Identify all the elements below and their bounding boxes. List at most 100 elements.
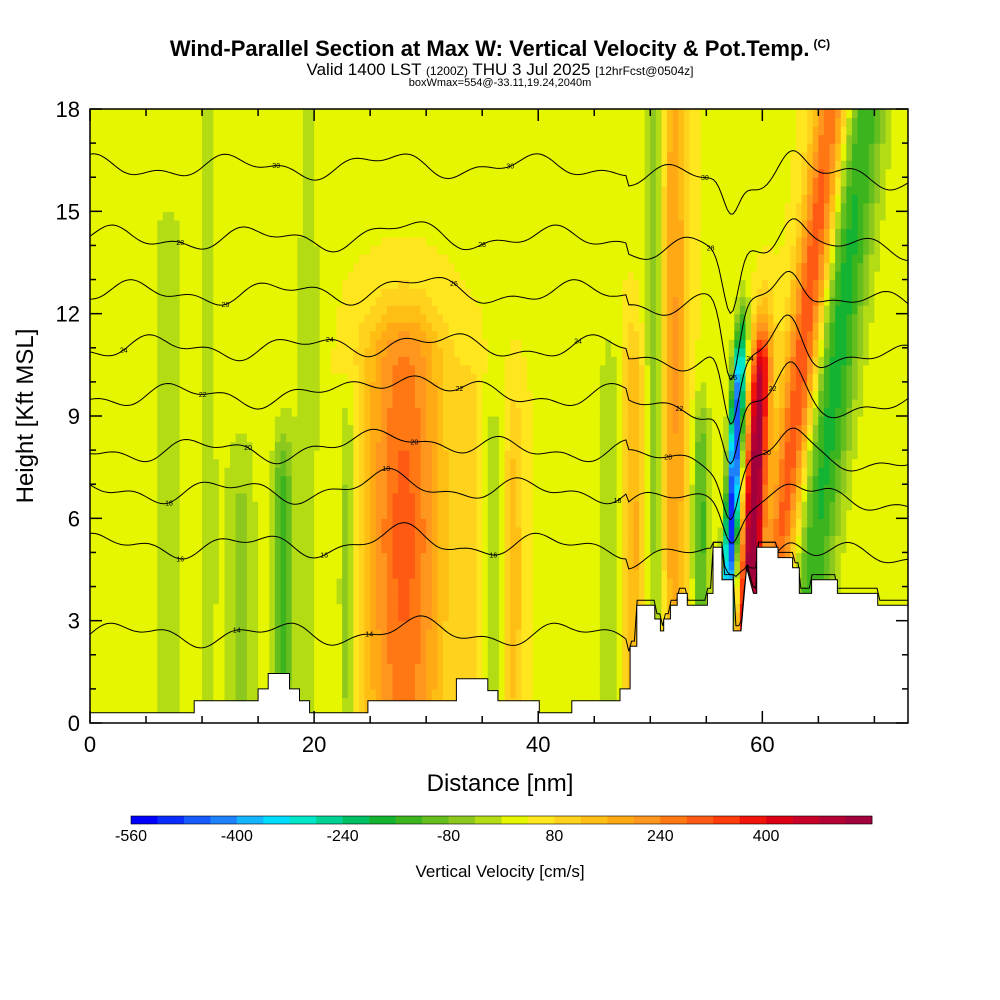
velocity-cell bbox=[336, 501, 343, 511]
velocity-cell bbox=[224, 288, 231, 298]
velocity-cell bbox=[319, 381, 326, 392]
velocity-cell bbox=[218, 441, 226, 451]
velocity-cell bbox=[454, 612, 461, 622]
velocity-cell bbox=[347, 339, 354, 349]
velocity-cell bbox=[202, 236, 209, 247]
velocity-cell bbox=[196, 194, 203, 204]
velocity-cell bbox=[151, 688, 158, 699]
velocity-cell bbox=[241, 518, 248, 528]
velocity-cell bbox=[470, 501, 478, 511]
velocity-cell bbox=[90, 262, 97, 272]
velocity-cell bbox=[330, 475, 338, 485]
velocity-cell bbox=[314, 364, 321, 374]
velocity-cell bbox=[297, 296, 304, 306]
velocity-cell bbox=[207, 458, 214, 468]
velocity-cell bbox=[146, 654, 153, 664]
velocity-cell bbox=[403, 211, 410, 221]
velocity-cell bbox=[336, 578, 343, 588]
velocity-cell bbox=[190, 416, 198, 426]
velocity-cell bbox=[392, 339, 399, 349]
velocity-cell bbox=[336, 322, 343, 332]
velocity-cell bbox=[414, 569, 422, 579]
velocity-cell bbox=[118, 143, 125, 153]
velocity-cell bbox=[426, 356, 433, 366]
velocity-cell bbox=[224, 552, 231, 562]
velocity-cell bbox=[162, 381, 170, 392]
velocity-cell bbox=[118, 697, 125, 707]
velocity-cell bbox=[302, 475, 310, 485]
velocity-cell bbox=[90, 151, 97, 161]
velocity-cell bbox=[448, 509, 455, 519]
velocity-cell bbox=[90, 228, 97, 238]
velocity-cell bbox=[112, 211, 119, 221]
velocity-cell bbox=[129, 578, 136, 588]
velocity-cell bbox=[218, 586, 226, 596]
velocity-cell bbox=[252, 109, 259, 119]
velocity-cell bbox=[353, 236, 360, 247]
velocity-cell bbox=[134, 492, 142, 502]
velocity-cell bbox=[330, 305, 338, 315]
velocity-cell bbox=[381, 117, 388, 127]
velocity-cell bbox=[302, 620, 310, 630]
velocity-cell bbox=[470, 467, 478, 477]
velocity-cell bbox=[168, 407, 175, 417]
velocity-cell bbox=[454, 620, 461, 630]
velocity-cell bbox=[314, 168, 321, 178]
velocity-cell bbox=[129, 279, 136, 289]
velocity-cell bbox=[297, 612, 304, 622]
velocity-cell bbox=[224, 518, 231, 528]
velocity-cell bbox=[207, 236, 214, 247]
velocity-cell bbox=[448, 663, 455, 673]
velocity-cell bbox=[409, 330, 416, 340]
velocity-cell bbox=[342, 356, 349, 366]
velocity-cell bbox=[358, 492, 366, 502]
velocity-cell bbox=[319, 236, 326, 247]
velocity-cell bbox=[202, 416, 209, 426]
velocity-cell bbox=[112, 381, 119, 392]
velocity-cell bbox=[364, 245, 371, 255]
velocity-cell bbox=[386, 671, 394, 681]
velocity-cell bbox=[269, 586, 276, 596]
velocity-cell bbox=[314, 458, 321, 468]
velocity-cell bbox=[280, 279, 287, 289]
velocity-cell bbox=[370, 518, 377, 528]
velocity-cell bbox=[454, 467, 461, 477]
velocity-cell bbox=[274, 501, 282, 511]
velocity-cell bbox=[364, 552, 371, 562]
velocity-cell bbox=[297, 134, 304, 144]
velocity-cell bbox=[258, 271, 265, 281]
velocity-cell bbox=[162, 143, 170, 153]
velocity-cell bbox=[426, 518, 433, 528]
velocity-cell bbox=[235, 569, 242, 579]
velocity-cell bbox=[263, 398, 270, 409]
velocity-cell bbox=[465, 356, 472, 366]
velocity-cell bbox=[286, 381, 293, 392]
velocity-cell bbox=[426, 671, 433, 681]
velocity-cell bbox=[403, 458, 410, 468]
velocity-cell bbox=[246, 671, 254, 681]
velocity-cell bbox=[319, 339, 326, 349]
velocity-cell bbox=[454, 509, 461, 519]
velocity-cell bbox=[112, 245, 119, 255]
velocity-cell bbox=[224, 228, 231, 238]
velocity-cell bbox=[364, 339, 371, 349]
velocity-cell bbox=[297, 185, 304, 195]
velocity-cell bbox=[196, 271, 203, 281]
velocity-cell bbox=[123, 228, 130, 238]
velocity-cell bbox=[370, 339, 377, 349]
velocity-cell bbox=[392, 177, 399, 187]
velocity-cell bbox=[370, 595, 377, 605]
velocity-cell bbox=[336, 688, 343, 699]
velocity-cell bbox=[224, 484, 231, 494]
velocity-cell bbox=[414, 347, 422, 357]
velocity-cell bbox=[123, 424, 130, 434]
velocity-cell bbox=[235, 390, 242, 400]
velocity-cell bbox=[246, 279, 254, 289]
velocity-cell bbox=[157, 654, 164, 664]
velocity-cell bbox=[162, 578, 170, 588]
velocity-cell bbox=[174, 194, 181, 204]
velocity-cell bbox=[431, 279, 438, 289]
velocity-cell bbox=[291, 126, 298, 136]
velocity-cell bbox=[151, 671, 158, 681]
velocity-cell bbox=[314, 654, 321, 664]
